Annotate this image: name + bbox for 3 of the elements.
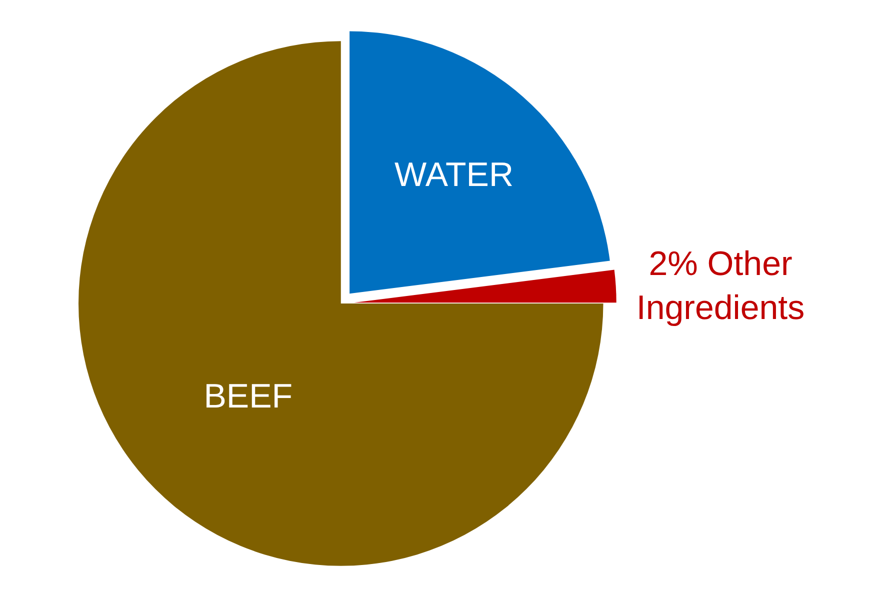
- slice-label: WATER: [394, 156, 514, 194]
- slice-label: 2% Other Ingredients: [636, 244, 805, 328]
- slice-label: BEEF: [204, 377, 293, 416]
